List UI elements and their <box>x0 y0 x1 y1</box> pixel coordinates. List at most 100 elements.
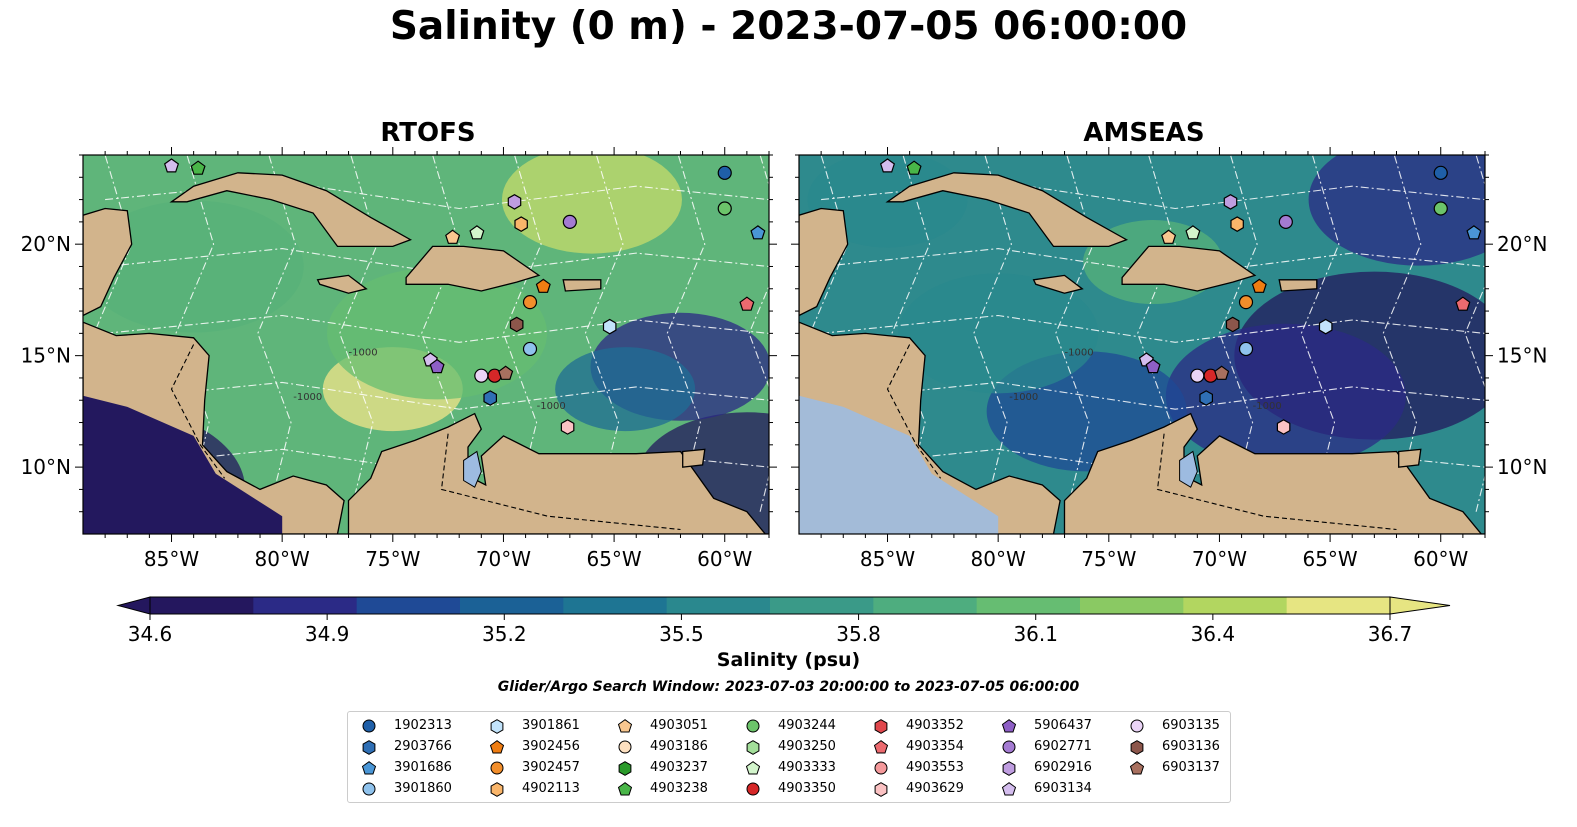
circle-marker-icon <box>746 719 760 733</box>
lon-tick-label: 75°W <box>1081 547 1136 571</box>
lon-tick-label: 85°W <box>860 547 915 571</box>
lon-tick-label: 70°W <box>476 547 531 571</box>
contour-label: -1000 <box>1065 348 1094 359</box>
contour-label: -1000 <box>1009 392 1038 403</box>
colorbar-frame <box>149 596 1391 615</box>
float-marker <box>560 419 575 435</box>
colorbar-segment <box>1183 597 1288 614</box>
pentagon-marker-icon <box>873 740 889 754</box>
colorbar-segment <box>1080 597 1184 614</box>
legend-label: 3902457 <box>522 760 580 775</box>
legend-label: 6902771 <box>1034 739 1092 754</box>
country-border <box>440 433 681 531</box>
country-border <box>170 344 226 479</box>
float-marker <box>1190 368 1205 383</box>
float-marker <box>1238 341 1254 357</box>
legend-label: 3902456 <box>522 739 580 754</box>
colorbar-label: Salinity (psu) <box>716 649 861 671</box>
lat-tick-label: 10°N <box>1497 455 1547 479</box>
float-marker <box>1223 194 1238 210</box>
land-southam <box>1063 412 1485 534</box>
legend-label: 4903333 <box>778 760 836 775</box>
legend-label: 6903135 <box>1162 718 1220 733</box>
colorbar-segment <box>150 597 254 614</box>
colorbar-tick-label: 35.2 <box>482 622 527 646</box>
land-southam <box>347 412 769 534</box>
circle-marker-icon <box>1002 740 1016 754</box>
land-yucatan <box>799 207 849 317</box>
land-puertorico <box>1278 279 1318 292</box>
float-marker <box>1145 358 1161 374</box>
float-marker <box>163 158 180 173</box>
eez-boundary <box>105 314 769 343</box>
float-marker <box>717 201 732 216</box>
colorbar-segment <box>873 597 978 614</box>
lon-tick-label: 80°W <box>971 547 1026 571</box>
pacific-ocean <box>83 395 283 534</box>
search-window-note: Glider/Argo Search Window: 2023-07-03 20… <box>497 679 1080 695</box>
lon-tick-label: 75°W <box>365 547 420 571</box>
eez-boundary <box>105 381 769 410</box>
colorbar-extend-high <box>1389 596 1451 615</box>
float-marker <box>602 318 617 335</box>
figure-title: Salinity (0 m) - 2023-07-05 06:00:00 <box>389 4 1188 49</box>
legend-label: 5906437 <box>1034 718 1092 733</box>
float-marker <box>429 358 445 374</box>
float-legend: 1902313 2903766 3901686 3901860 3901861 39024… <box>347 711 1231 803</box>
eez-boundary <box>821 314 1485 343</box>
hexagon-marker-icon <box>362 740 376 755</box>
colorbar-segment <box>770 597 874 614</box>
land-trinidad <box>682 448 706 468</box>
legend-label: 4903553 <box>906 760 964 775</box>
lon-tick-label: 80°W <box>255 547 310 571</box>
legend-label: 3901861 <box>522 718 580 733</box>
land-hispaniola <box>405 245 541 292</box>
lat-tick-label: 15°N <box>21 344 71 368</box>
float-marker <box>739 296 755 311</box>
float-marker <box>469 225 485 240</box>
legend-label: 2903766 <box>394 739 452 754</box>
lon-tick-label: 60°W <box>697 547 752 571</box>
contour-label: -1000 <box>349 348 378 359</box>
lat-tick-label: 10°N <box>21 455 71 479</box>
country-border <box>1156 433 1397 531</box>
circle-marker-icon <box>1130 719 1144 733</box>
float-marker <box>750 225 766 240</box>
salinity-colorbar: 34.6 34.9 35.2 35.5 35.8 36.1 36.4 36.7 <box>116 596 1451 646</box>
float-marker <box>1225 316 1240 333</box>
pentagon-marker-icon <box>617 782 633 796</box>
lat-tick-label: 20°N <box>21 232 71 256</box>
lake-maracaibo <box>1179 450 1198 488</box>
legend-label: 3901860 <box>394 781 452 796</box>
float-marker <box>906 160 922 175</box>
legend-label: 4903629 <box>906 781 964 796</box>
float-marker <box>562 214 577 229</box>
float-marker <box>1230 216 1244 232</box>
lake-maracaibo <box>463 450 482 488</box>
colorbar-extend-low <box>116 596 151 615</box>
panel-title-amseas: AMSEAS <box>1083 118 1205 148</box>
float-marker <box>1278 214 1293 229</box>
legend-label: 4903186 <box>650 739 708 754</box>
float-marker <box>1433 201 1448 216</box>
float-marker <box>483 390 497 406</box>
land-yucatan <box>83 207 133 317</box>
colorbar-tick-label: 35.8 <box>836 622 881 646</box>
float-marker <box>522 295 538 310</box>
pentagon-marker-icon <box>489 740 505 754</box>
eez-boundary <box>1464 155 1485 512</box>
float-marker <box>1199 390 1214 406</box>
float-marker <box>1251 278 1267 293</box>
legend-label: 4902113 <box>522 781 580 796</box>
salinity-patch <box>83 200 304 333</box>
salinity-patch <box>555 347 696 432</box>
salinity-patch <box>327 267 548 400</box>
hexagon-marker-icon <box>746 740 760 755</box>
float-marker <box>1318 318 1333 335</box>
salinity-patch <box>898 273 1099 394</box>
map-frame <box>82 154 770 535</box>
float-marker <box>1214 365 1230 380</box>
lon-tick-label: 65°W <box>1302 547 1357 571</box>
colorbar-tick-label: 36.4 <box>1191 622 1236 646</box>
